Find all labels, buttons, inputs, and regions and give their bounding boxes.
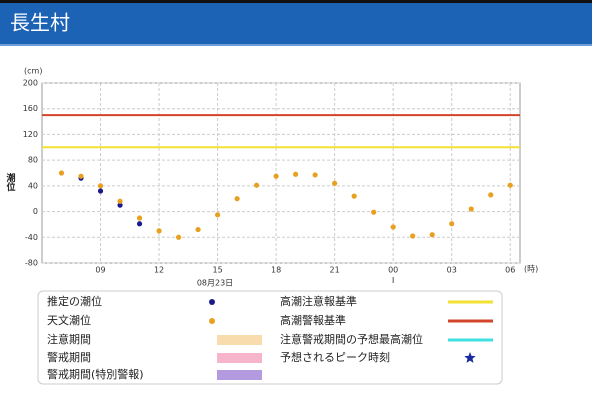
legend-label: 天文潮位 xyxy=(47,313,91,327)
legend-box xyxy=(37,290,503,385)
legend-label: 高潮警報基準 xyxy=(280,313,346,327)
tide-point xyxy=(254,182,260,188)
x-tick-label: 15 xyxy=(212,266,222,275)
legend-label: 高潮注意報基準 xyxy=(280,294,357,308)
x-tick-label: 18 xyxy=(271,266,281,275)
tide-point xyxy=(156,228,162,234)
tide-point xyxy=(214,212,221,218)
tide-point xyxy=(488,192,494,198)
tide-point xyxy=(117,198,123,204)
top-border xyxy=(0,0,592,3)
legend-label: 予想されるピーク時刻 xyxy=(280,350,390,364)
x-tick-label: 09 xyxy=(95,266,105,275)
x-tick-label: 06 xyxy=(505,266,515,275)
y-tick-label: 80 xyxy=(28,156,38,165)
header-bar xyxy=(0,3,592,44)
tide-point xyxy=(410,233,416,239)
x-tick-label: 00 xyxy=(388,266,398,275)
tide-point xyxy=(351,193,357,199)
tide-point xyxy=(332,180,338,186)
legend-swatch xyxy=(209,318,215,324)
tide-point xyxy=(97,188,104,194)
y-unit: (cm) xyxy=(24,67,42,76)
y-tick-label: 160 xyxy=(23,104,38,113)
y-tick-label: 120 xyxy=(23,130,38,139)
x-tick-label: 03 xyxy=(447,266,457,275)
date-label: 08月23日 xyxy=(197,279,233,288)
tide-point xyxy=(136,221,143,227)
x-unit: (時) xyxy=(524,265,538,274)
tide-point xyxy=(507,182,513,188)
y-tick-label: 200 xyxy=(23,79,38,88)
legend-swatch xyxy=(464,352,476,363)
legend-label: 注意警戒期間の予想最高潮位 xyxy=(280,332,423,346)
y-tick-label: 40 xyxy=(28,181,38,190)
tide-point xyxy=(175,234,182,240)
header-underline xyxy=(0,44,592,46)
tide-point xyxy=(429,232,435,238)
legend-swatch xyxy=(217,335,262,345)
y-tick-label: -80 xyxy=(25,259,38,268)
legend-label: 注意期間 xyxy=(47,332,91,346)
plot-area xyxy=(41,82,521,264)
tide-point xyxy=(312,172,318,178)
x-tick-label: 12 xyxy=(154,266,164,275)
y-tick-label: 0 xyxy=(33,207,38,216)
y-axis-label: 潮位 xyxy=(5,172,16,192)
legend-swatch xyxy=(217,370,262,380)
tide-point xyxy=(195,226,201,233)
tide-point xyxy=(449,221,455,227)
tide-point xyxy=(234,196,240,202)
tide-point xyxy=(117,202,123,208)
legend-label: 警戒期間(特別警報) xyxy=(47,367,144,381)
tide-point xyxy=(468,206,474,212)
legend-swatch xyxy=(209,299,215,305)
x-tick-label: 21 xyxy=(330,266,340,275)
tide-point xyxy=(371,209,377,215)
tide-point xyxy=(273,173,279,179)
header-title: 長生村 xyxy=(10,11,70,35)
legend-label: 推定の潮位 xyxy=(47,294,102,308)
legend-swatch xyxy=(217,353,262,363)
tide-point xyxy=(136,215,143,221)
tide-point xyxy=(293,171,299,177)
tide-point xyxy=(78,173,84,179)
legend-label: 警戒期間 xyxy=(47,350,91,364)
y-tick-label: -40 xyxy=(25,233,38,242)
tide-point xyxy=(58,170,65,176)
tide-point xyxy=(97,183,104,189)
tide-point xyxy=(390,224,396,230)
